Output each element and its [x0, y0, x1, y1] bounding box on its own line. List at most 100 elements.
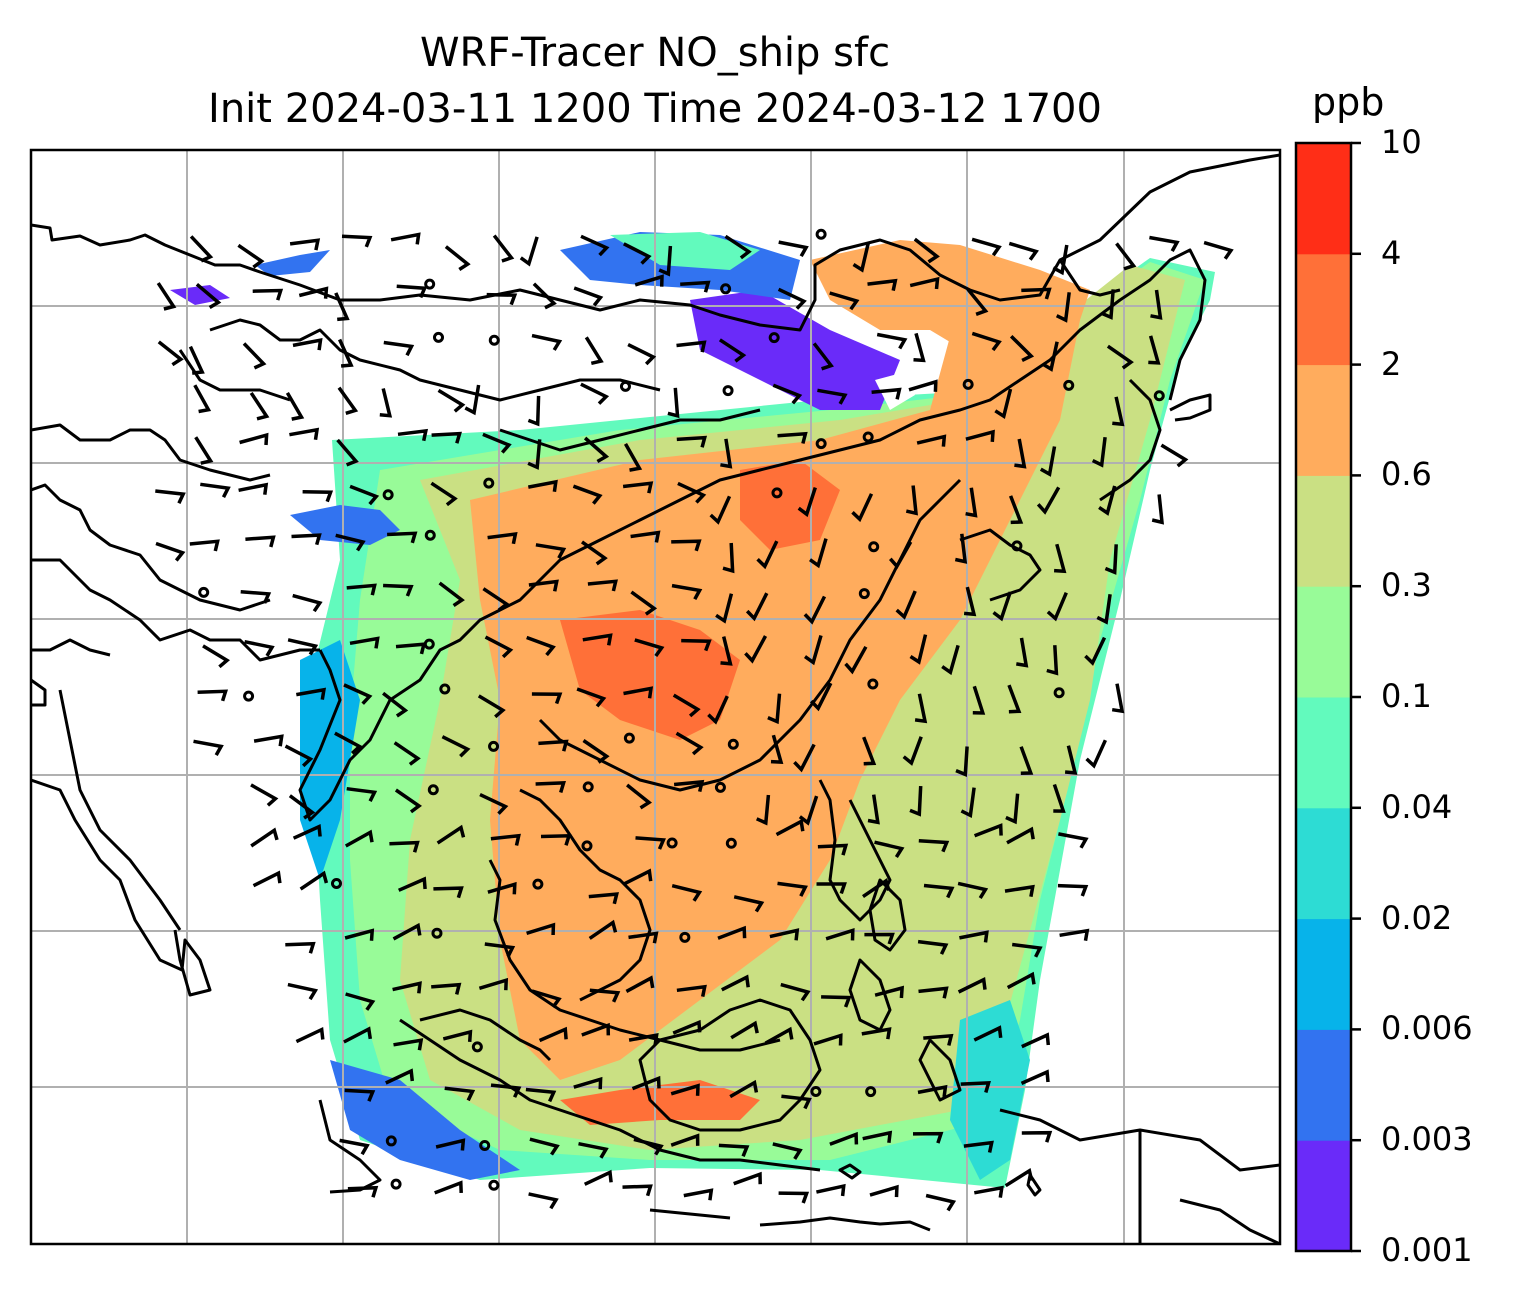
wind-barb [1041, 341, 1059, 372]
wind-calm-marker [424, 278, 436, 290]
wind-barb [433, 886, 464, 899]
wind-barb [1006, 826, 1035, 845]
wind-barb [631, 1075, 661, 1091]
wind-barb [193, 739, 224, 756]
wind-barb [441, 735, 471, 758]
wind-barb [337, 386, 359, 415]
wind-barb [289, 427, 320, 440]
wind-calm-marker [727, 738, 739, 750]
wind-barb [1039, 446, 1057, 477]
wind-barb [1106, 344, 1134, 370]
wind-calm-marker [858, 588, 870, 600]
wind-barb [519, 236, 539, 267]
wind-barb [383, 583, 414, 597]
wind-barb [918, 986, 949, 999]
wind-barb [285, 392, 305, 421]
wind-barb [438, 581, 465, 608]
wind-barb [1011, 942, 1043, 958]
wind-barb [630, 590, 658, 616]
wind-barb [913, 332, 926, 363]
wind-barb [486, 292, 518, 306]
wind-barb [909, 786, 923, 817]
wind-barb [803, 635, 823, 666]
wind-barb [1006, 971, 1036, 990]
wind-barb [580, 540, 608, 566]
wind-barb [677, 481, 707, 504]
wind-barb [780, 982, 811, 1002]
wind-barb [240, 589, 272, 604]
wind-barb [194, 436, 214, 465]
wind-barb [973, 1025, 1003, 1042]
colorbar-segment [1296, 253, 1351, 366]
wind-calm-marker [488, 1179, 500, 1191]
wind-barb [343, 1026, 373, 1044]
colorbar-tick-label: 0.02 [1381, 898, 1453, 937]
wind-barb [628, 931, 659, 944]
wind-barb [963, 586, 977, 617]
wind-barb [588, 892, 619, 905]
wind-barb [634, 638, 665, 658]
wind-barb [718, 338, 747, 363]
wind-barb [817, 388, 848, 405]
wind-barb [623, 686, 654, 699]
wind-barb [338, 338, 354, 368]
wind-barb [675, 731, 704, 756]
wind-barb [1021, 287, 1052, 300]
wind-barb [526, 922, 556, 936]
wind-barb [756, 540, 779, 570]
wind-barb [720, 636, 733, 666]
wind-barb [628, 1033, 659, 1046]
wind-barb [720, 438, 733, 469]
wind-barb [589, 988, 621, 1003]
wind-barb [238, 482, 269, 495]
wind-barb [817, 843, 849, 856]
wind-calm-marker [390, 1178, 402, 1190]
wind-barb [671, 884, 703, 902]
colorbar-segment [1296, 1029, 1351, 1141]
wind-barb [963, 1140, 994, 1153]
wind-barb [392, 922, 422, 941]
wind-barb [444, 1086, 476, 1102]
wind-barb [852, 242, 871, 273]
wind-calm-marker [679, 931, 691, 943]
wind-barb [292, 338, 323, 351]
wind-barb [803, 595, 827, 625]
colorbar-tick-label: 0.006 [1381, 1009, 1473, 1048]
wind-calm-marker [815, 438, 827, 450]
wind-barb [745, 592, 769, 622]
wind-barb [861, 1027, 892, 1040]
wind-barb [895, 590, 917, 620]
wind-barb [347, 1185, 379, 1198]
wind-barb [955, 746, 969, 777]
wind-barb [917, 939, 949, 955]
wind-calm-marker [962, 378, 974, 390]
wind-barb [527, 479, 558, 493]
wind-barb [587, 579, 618, 592]
wind-barb [1053, 543, 1067, 574]
wind-barb [237, 243, 265, 269]
wind-barb [588, 919, 618, 940]
wind-barb [670, 1133, 700, 1147]
wind-barb [1115, 242, 1137, 271]
wind-barb [730, 1020, 759, 1040]
colorbar [1296, 143, 1351, 1252]
wind-barb [396, 284, 428, 299]
wind-barb [634, 274, 664, 287]
wind-barb [193, 384, 212, 414]
wind-barb [908, 379, 938, 392]
field-cyan-east [950, 1000, 1030, 1180]
wind-barb [683, 1188, 714, 1201]
colorbar-segment [1296, 697, 1351, 809]
wind-barb [1007, 684, 1022, 714]
wind-calm-marker [385, 1135, 397, 1147]
wind-barb [902, 736, 923, 766]
wind-barb [869, 1184, 899, 1198]
field-nw-blue [255, 250, 330, 276]
wind-barb [1004, 884, 1035, 898]
wind-barb [862, 877, 891, 899]
wind-barb [992, 591, 1012, 622]
wind-barb [918, 838, 950, 853]
wind-calm-marker [581, 840, 593, 852]
wind-barb [777, 287, 807, 310]
field-cyan-west [300, 640, 360, 880]
